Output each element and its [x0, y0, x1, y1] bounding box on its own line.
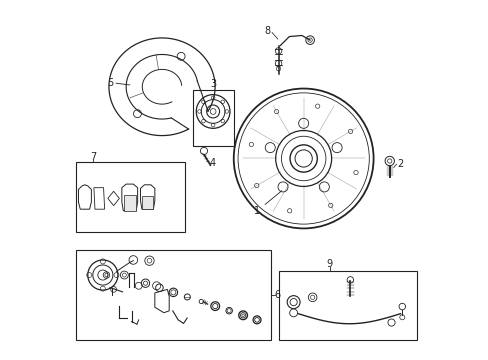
Text: 7: 7: [90, 152, 96, 162]
Bar: [76, 162, 185, 232]
Text: 9: 9: [326, 259, 332, 269]
Text: 4: 4: [209, 158, 215, 168]
Bar: [76, 250, 271, 339]
Text: 8: 8: [264, 26, 269, 36]
Polygon shape: [123, 195, 136, 211]
Polygon shape: [142, 195, 153, 209]
Text: 6: 6: [274, 290, 280, 300]
Text: 2: 2: [397, 159, 403, 169]
Bar: [192, 90, 233, 146]
Text: 3: 3: [210, 79, 216, 89]
Text: 1: 1: [253, 191, 281, 216]
Text: 5: 5: [107, 78, 113, 88]
Bar: [278, 271, 416, 339]
